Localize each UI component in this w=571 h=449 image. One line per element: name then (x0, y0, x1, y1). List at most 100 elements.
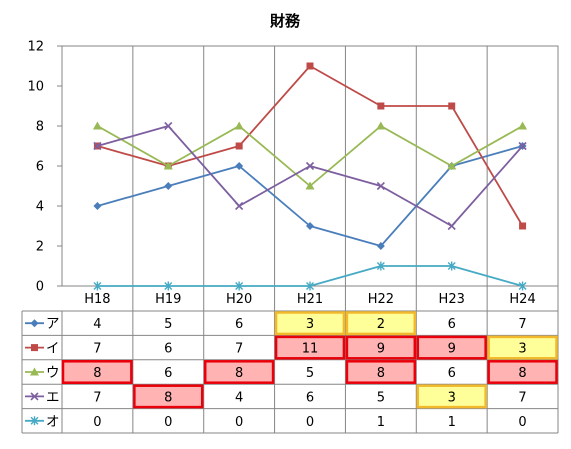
y-tick-label: 10 (27, 80, 44, 95)
data-point (518, 281, 527, 291)
data-point (235, 201, 244, 211)
data-point (519, 222, 527, 230)
data-label: 1 (377, 415, 385, 430)
data-point (163, 161, 173, 170)
category-label: H18 (84, 292, 110, 307)
data-point (306, 62, 314, 70)
highlight-cell-border (274, 311, 346, 336)
data-point (376, 261, 385, 271)
highlight-cell-border (203, 360, 275, 384)
data-label: 8 (93, 366, 101, 381)
category-label: H20 (226, 292, 252, 307)
highlight-cell-border (345, 335, 417, 360)
legend-key-marker (30, 367, 39, 376)
highlight-cell-border (487, 335, 558, 360)
legend-key-marker (30, 416, 39, 426)
data-label: 2 (377, 317, 385, 332)
data-label: 9 (448, 342, 456, 357)
legend-key-marker (30, 392, 39, 401)
highlight-cell-border (487, 360, 558, 384)
category-label: H22 (368, 292, 394, 307)
highlight-cell-border (416, 384, 487, 409)
data-label: 3 (518, 342, 526, 357)
legend-label: ウ (46, 365, 60, 381)
data-label: 1 (448, 415, 456, 430)
data-point (377, 102, 385, 110)
highlight-cell-fill (488, 336, 557, 359)
data-label: 7 (518, 317, 526, 332)
highlight-cell-border (133, 384, 204, 409)
highlight-cell-fill (275, 336, 345, 359)
data-label: 8 (164, 390, 172, 405)
legend-label: オ (46, 414, 60, 430)
data-point (306, 281, 314, 291)
data-label: 0 (306, 415, 314, 430)
highlight-cell-border (345, 360, 417, 384)
data-point (305, 161, 315, 171)
data-point (93, 202, 102, 210)
data-point (376, 242, 385, 250)
highlight-cell-fill (346, 336, 416, 359)
data-point (447, 261, 456, 271)
data-point (447, 161, 457, 170)
data-point (376, 181, 385, 191)
data-label: 3 (448, 390, 456, 405)
series-line (97, 125, 524, 227)
data-label: 5 (306, 366, 314, 381)
y-tick-label: 8 (36, 120, 44, 135)
highlight-cell-fill (275, 312, 345, 335)
category-label: H21 (297, 292, 323, 307)
data-label: 8 (377, 366, 385, 381)
category-label: H19 (155, 292, 181, 307)
data-point (448, 102, 456, 110)
data-label: 7 (235, 342, 243, 357)
data-label: 7 (518, 390, 526, 405)
y-tick-label: 2 (36, 240, 44, 255)
data-label: 0 (518, 415, 526, 430)
data-label: 0 (164, 415, 172, 430)
data-point (93, 281, 102, 291)
data-label: 6 (448, 317, 456, 332)
data-point (518, 121, 528, 130)
data-label: 6 (164, 366, 172, 381)
y-tick-label: 4 (36, 200, 44, 215)
y-tick-label: 12 (27, 40, 44, 55)
data-label: 7 (93, 342, 101, 357)
data-point (376, 121, 386, 130)
data-label: 5 (164, 317, 172, 332)
data-point (235, 162, 244, 170)
highlight-cell-border (345, 311, 417, 336)
data-label: 0 (93, 415, 101, 430)
legend-label: イ (46, 341, 60, 357)
category-label: H23 (439, 292, 465, 307)
legend-key-marker (30, 319, 39, 328)
y-axis: 0 2 4 6 8 10 12 (27, 40, 62, 295)
highlight-cell-fill (346, 312, 416, 335)
data-label: 6 (448, 366, 456, 381)
data-point (447, 221, 456, 231)
data-point (306, 222, 314, 230)
data-point (93, 141, 102, 151)
data-label: 4 (93, 317, 101, 332)
highlight-cell-fill (488, 360, 557, 384)
data-point (234, 121, 244, 130)
highlight-cell-fill (346, 360, 416, 384)
data-point (164, 182, 173, 190)
legend-key-marker (31, 344, 38, 352)
highlight-cell-fill (204, 360, 274, 384)
highlight-cell-border (274, 335, 346, 360)
y-tick-label: 6 (36, 160, 44, 175)
category-label: H24 (509, 292, 535, 307)
data-label: 5 (377, 390, 385, 405)
data-label: 6 (164, 342, 172, 357)
data-label: 6 (235, 317, 243, 332)
data-label: 4 (235, 390, 243, 405)
series-line (97, 65, 524, 227)
highlight-cell-border (416, 335, 487, 360)
highlight-cell-fill (63, 361, 132, 383)
y-tick-label: 0 (36, 280, 44, 295)
data-point (92, 121, 102, 130)
